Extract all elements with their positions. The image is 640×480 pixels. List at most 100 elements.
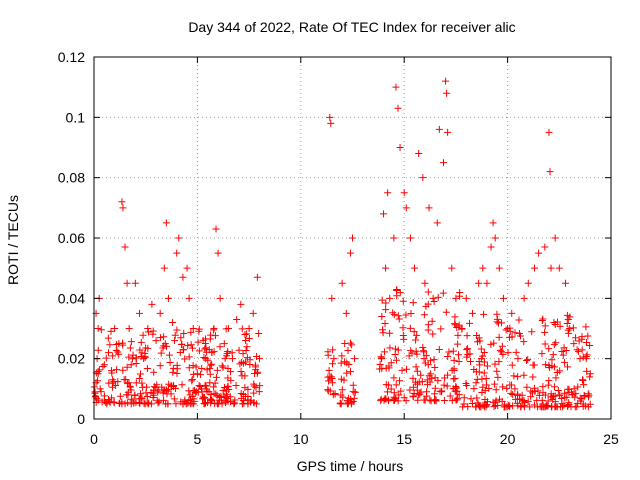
data-point <box>325 377 333 385</box>
data-point <box>328 375 336 383</box>
data-point <box>564 316 572 324</box>
data-point <box>149 394 157 402</box>
data-point <box>415 391 423 399</box>
data-point <box>207 331 215 339</box>
data-point <box>244 396 252 404</box>
data-point <box>390 311 398 319</box>
data-point <box>563 363 571 371</box>
data-point <box>415 150 423 158</box>
data-point <box>202 382 210 390</box>
data-point <box>238 358 246 366</box>
y-tick-label: 0.02 <box>58 351 85 367</box>
data-point <box>438 387 446 395</box>
data-point <box>421 279 429 287</box>
data-point <box>555 264 563 272</box>
data-point <box>492 397 500 405</box>
data-point <box>484 398 492 406</box>
data-point <box>427 397 435 405</box>
data-point <box>515 329 523 337</box>
data-point <box>523 357 531 365</box>
data-point <box>520 371 528 379</box>
data-point <box>547 264 555 272</box>
data-point <box>409 392 417 400</box>
data-point <box>493 310 501 318</box>
data-point <box>455 323 463 331</box>
data-point <box>550 341 558 349</box>
data-point <box>338 279 346 287</box>
data-point <box>110 398 118 406</box>
data-point <box>382 299 390 307</box>
y-tick-label: 0 <box>77 411 85 427</box>
data-point <box>452 382 460 390</box>
data-point <box>198 364 206 372</box>
data-point <box>380 210 388 218</box>
data-point <box>136 346 144 354</box>
data-point <box>480 310 488 318</box>
data-point <box>206 370 214 378</box>
data-point <box>570 385 578 393</box>
data-point <box>243 330 251 338</box>
data-point <box>108 369 116 377</box>
data-point <box>487 243 495 251</box>
data-point <box>394 104 402 112</box>
data-point <box>583 351 591 359</box>
data-point <box>194 338 202 346</box>
data-point <box>574 383 582 391</box>
data-point <box>444 371 452 379</box>
y-tick-label: 0.08 <box>58 170 85 186</box>
data-point <box>341 358 349 366</box>
data-point <box>443 382 451 390</box>
data-point <box>131 391 139 399</box>
data-point <box>520 294 528 302</box>
data-point <box>566 325 574 332</box>
data-point <box>451 321 459 329</box>
data-point <box>487 340 495 348</box>
data-point <box>578 346 586 354</box>
data-point <box>173 249 181 257</box>
data-point <box>406 386 414 394</box>
data-point <box>201 399 209 407</box>
data-point <box>386 344 394 352</box>
data-point <box>473 394 481 402</box>
data-point <box>425 204 433 212</box>
data-point <box>396 377 404 385</box>
data-point <box>216 294 224 302</box>
data-point <box>394 397 402 405</box>
data-point <box>407 310 415 318</box>
data-point <box>199 393 207 401</box>
data-point <box>455 358 463 366</box>
data-point <box>551 383 559 391</box>
data-point <box>169 318 177 326</box>
data-point <box>121 243 129 251</box>
data-point <box>466 319 474 327</box>
data-point <box>553 369 561 377</box>
data-point <box>412 347 420 355</box>
data-point <box>220 392 228 400</box>
data-point <box>118 198 126 206</box>
data-point <box>194 388 202 396</box>
data-point <box>455 351 463 359</box>
data-point <box>480 348 488 356</box>
data-point <box>468 400 476 408</box>
data-point <box>144 328 152 336</box>
data-point <box>435 125 443 133</box>
data-point <box>156 309 164 317</box>
data-point <box>143 393 151 401</box>
data-point <box>219 363 227 371</box>
data-point <box>495 264 503 272</box>
data-point <box>437 325 445 333</box>
data-point <box>211 332 219 340</box>
data-point <box>506 403 514 411</box>
data-point <box>202 344 210 352</box>
data-point <box>428 317 436 325</box>
data-point <box>160 333 168 341</box>
data-point <box>389 309 397 317</box>
data-point <box>243 343 251 351</box>
data-point <box>479 383 487 391</box>
data-point <box>238 325 246 333</box>
data-point <box>171 337 179 345</box>
data-point <box>378 296 386 304</box>
data-point <box>402 397 410 405</box>
data-point <box>379 329 387 337</box>
data-point <box>451 313 459 321</box>
